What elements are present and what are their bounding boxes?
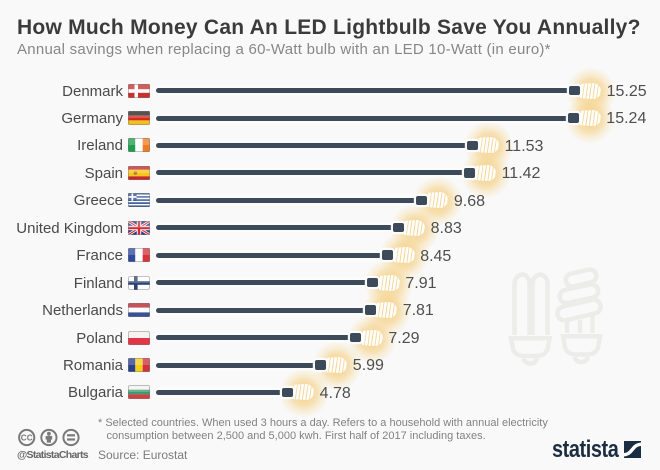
svg-text:CC: CC — [21, 434, 33, 443]
